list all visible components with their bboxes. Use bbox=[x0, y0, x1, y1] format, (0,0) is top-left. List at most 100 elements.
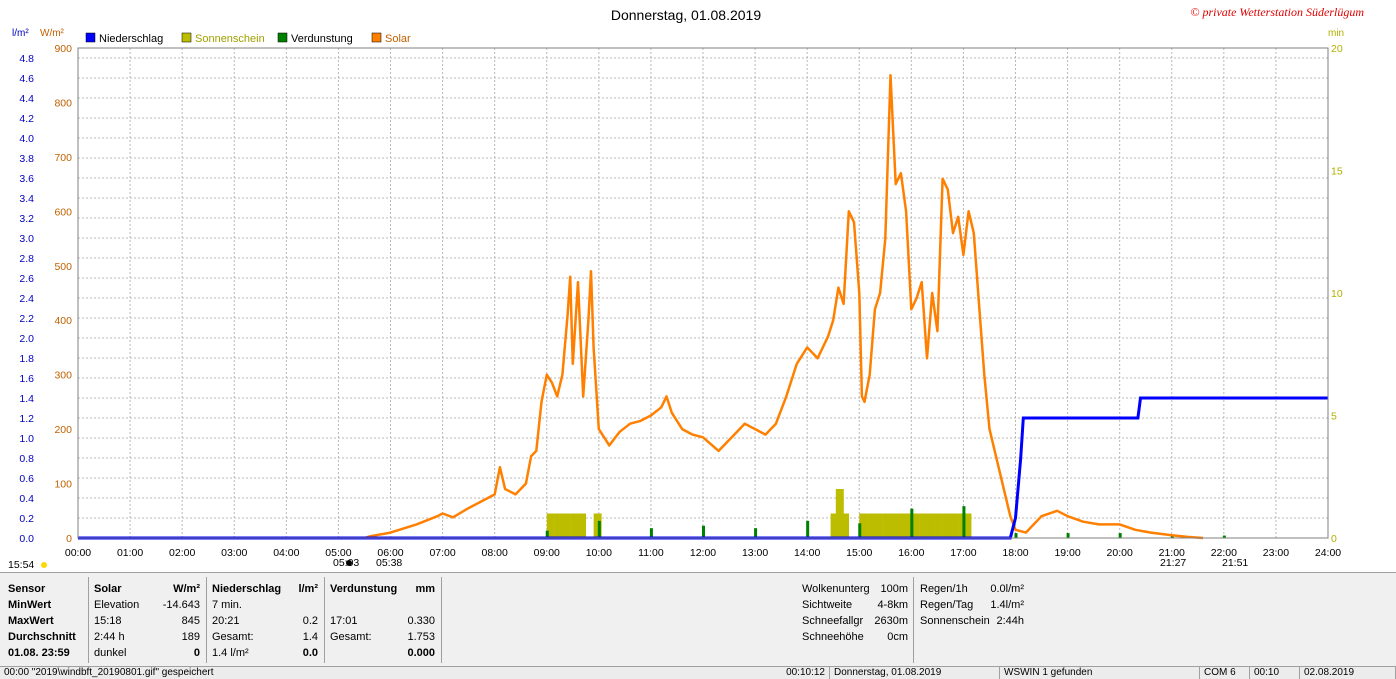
time-tick-label: 19:00 bbox=[1054, 547, 1080, 559]
solar-tick-label: 500 bbox=[54, 261, 72, 273]
status-bar: 00:00 "2019\windbft_20190801.gif" gespei… bbox=[0, 666, 1396, 679]
evap-row-value: 1.753 bbox=[407, 629, 435, 645]
evaporation-bar bbox=[702, 526, 705, 538]
rain-row-label: 7 min. bbox=[212, 599, 242, 611]
status-date-label: Donnerstag, 01.08.2019 bbox=[830, 667, 1000, 679]
weather-label: Sichtweite bbox=[802, 599, 852, 611]
solar-tick-label: 800 bbox=[54, 97, 72, 109]
divider bbox=[913, 577, 914, 663]
evaporation-bar bbox=[1119, 533, 1122, 538]
rainstats-column: Regen/1h 0.0l/m² Regen/Tag 1.4l/m² Sonnens… bbox=[920, 581, 1024, 629]
rainstat-label: Regen/Tag bbox=[920, 599, 973, 611]
status-time: 00:10:12 bbox=[786, 667, 825, 679]
evap-row-label: 17:01 bbox=[330, 615, 358, 627]
solar-column: Solar W/m² Elevation -14.643 15:18 845 2:44… bbox=[94, 581, 200, 661]
legend-swatch bbox=[278, 33, 287, 42]
rain-tick-label: 2.4 bbox=[19, 293, 34, 305]
rain-row-value: 0.2 bbox=[303, 613, 318, 629]
maxwert-label: MaxWert bbox=[8, 613, 88, 629]
rain-tick-label: 4.8 bbox=[19, 53, 34, 65]
rain-tick-label: 1.4 bbox=[19, 393, 34, 405]
divider bbox=[88, 577, 89, 663]
time-tick-label: 03:00 bbox=[221, 547, 247, 559]
evaporation-bar bbox=[962, 506, 965, 538]
rain-tick-label: 2.0 bbox=[19, 333, 34, 345]
durchschnitt-label: Durchschnitt bbox=[8, 629, 88, 645]
minutes-unit-label: min bbox=[1328, 28, 1344, 39]
rain-tick-label: 3.2 bbox=[19, 213, 34, 225]
copyright-text: © private Wetterstation Süderlügum bbox=[1190, 5, 1364, 19]
sunshine-bar bbox=[919, 514, 927, 539]
sunshine-bar bbox=[943, 514, 951, 539]
time-tick-label: 10:00 bbox=[586, 547, 612, 559]
solar-tick-label: 300 bbox=[54, 370, 72, 382]
solar-unit-label: W/m² bbox=[40, 28, 65, 39]
rain-tick-label: 0.2 bbox=[19, 513, 34, 525]
evap-row-label: Gesamt: bbox=[330, 631, 372, 643]
solar-row-label: 15:18 bbox=[94, 615, 122, 627]
rainstat-label: Regen/1h bbox=[920, 583, 968, 595]
time-tick-label: 23:00 bbox=[1263, 547, 1289, 559]
divider bbox=[206, 577, 207, 663]
chart-title: Donnerstag, 01.08.2019 bbox=[611, 7, 761, 23]
evaporation-bar bbox=[1067, 533, 1070, 538]
solar-tick-label: 100 bbox=[54, 479, 72, 491]
time-tick-label: 20:00 bbox=[1107, 547, 1133, 559]
weather-column: Wolkenunterg 100m Sichtweite 4-8km Schneef… bbox=[802, 581, 908, 645]
legend-swatch bbox=[86, 33, 95, 42]
solar-tick-label: 900 bbox=[54, 43, 72, 55]
time-tick-label: 12:00 bbox=[690, 547, 716, 559]
status-clock: 00:10 bbox=[1250, 667, 1300, 679]
rain-row-value: 1.4 bbox=[303, 629, 318, 645]
status-message-text: 00:00 "2019\windbft_20190801.gif" gespei… bbox=[4, 667, 213, 678]
solar-row-value: 845 bbox=[182, 613, 200, 629]
rain-tick-label: 3.4 bbox=[19, 193, 34, 205]
evaporation-bar bbox=[910, 509, 913, 538]
minwert-label: MinWert bbox=[8, 597, 88, 613]
date-label: 01.08. 23:59 bbox=[8, 645, 88, 661]
sunshine-bar bbox=[875, 514, 883, 539]
left-time-label: 15:54 bbox=[8, 559, 34, 571]
weather-value: 0cm bbox=[887, 629, 908, 645]
evap-unit: mm bbox=[415, 581, 435, 597]
evap-row-value: 0.000 bbox=[407, 645, 435, 661]
sunshine-bar bbox=[570, 514, 578, 539]
sunshine-bar bbox=[555, 514, 563, 539]
rain-row-value: 0.0 bbox=[303, 645, 318, 661]
sunshine-bar bbox=[867, 514, 875, 539]
weather-label: Schneefallgr bbox=[802, 615, 863, 627]
rain-tick-label: 1.8 bbox=[19, 353, 34, 365]
legend-label: Niederschlag bbox=[99, 33, 163, 45]
moon-icon bbox=[346, 560, 352, 566]
weather-label: Wolkenunterg bbox=[802, 583, 870, 595]
time-tick-label: 18:00 bbox=[1002, 547, 1028, 559]
evap-row-value: 0.330 bbox=[407, 613, 435, 629]
chart-background bbox=[0, 0, 1396, 572]
status-message: 00:00 "2019\windbft_20190801.gif" gespei… bbox=[0, 667, 830, 679]
status-date: 02.08.2019 bbox=[1300, 667, 1396, 679]
time-tick-label: 14:00 bbox=[794, 547, 820, 559]
sensor-header: Sensor bbox=[8, 581, 88, 597]
rain-row-label: 1.4 l/m² bbox=[212, 647, 249, 659]
solar-tick-label: 200 bbox=[54, 424, 72, 436]
minutes-tick-label: 5 bbox=[1331, 411, 1337, 423]
evaporation-bar bbox=[858, 523, 861, 538]
time-tick-label: 02:00 bbox=[169, 547, 195, 559]
sunshine-bar bbox=[883, 514, 891, 539]
rain-tick-label: 0.8 bbox=[19, 453, 34, 465]
rain-tick-label: 2.2 bbox=[19, 313, 34, 325]
rain-column: Niederschlag l/m² 7 min. 20:21 0.2 Gesamt:… bbox=[212, 581, 318, 661]
minutes-tick-label: 15 bbox=[1331, 166, 1343, 178]
minutes-tick-label: 20 bbox=[1331, 43, 1343, 55]
solar-header: Solar bbox=[94, 583, 122, 595]
time-tick-label: 13:00 bbox=[742, 547, 768, 559]
rainstat-value: 0.0l/m² bbox=[990, 581, 1024, 597]
evap-header: Verdunstung bbox=[330, 583, 397, 595]
legend-label: Verdunstung bbox=[291, 33, 353, 45]
rain-tick-label: 2.8 bbox=[19, 253, 34, 265]
evaporation-bar bbox=[806, 521, 809, 538]
time-tick-label: 04:00 bbox=[273, 547, 299, 559]
rain-tick-label: 1.0 bbox=[19, 433, 34, 445]
sunrise-label-b: 05:38 bbox=[376, 557, 402, 569]
evaporation-column: Verdunstung mm 17:01 0.330 Gesamt: 1.753 0.… bbox=[330, 581, 435, 661]
